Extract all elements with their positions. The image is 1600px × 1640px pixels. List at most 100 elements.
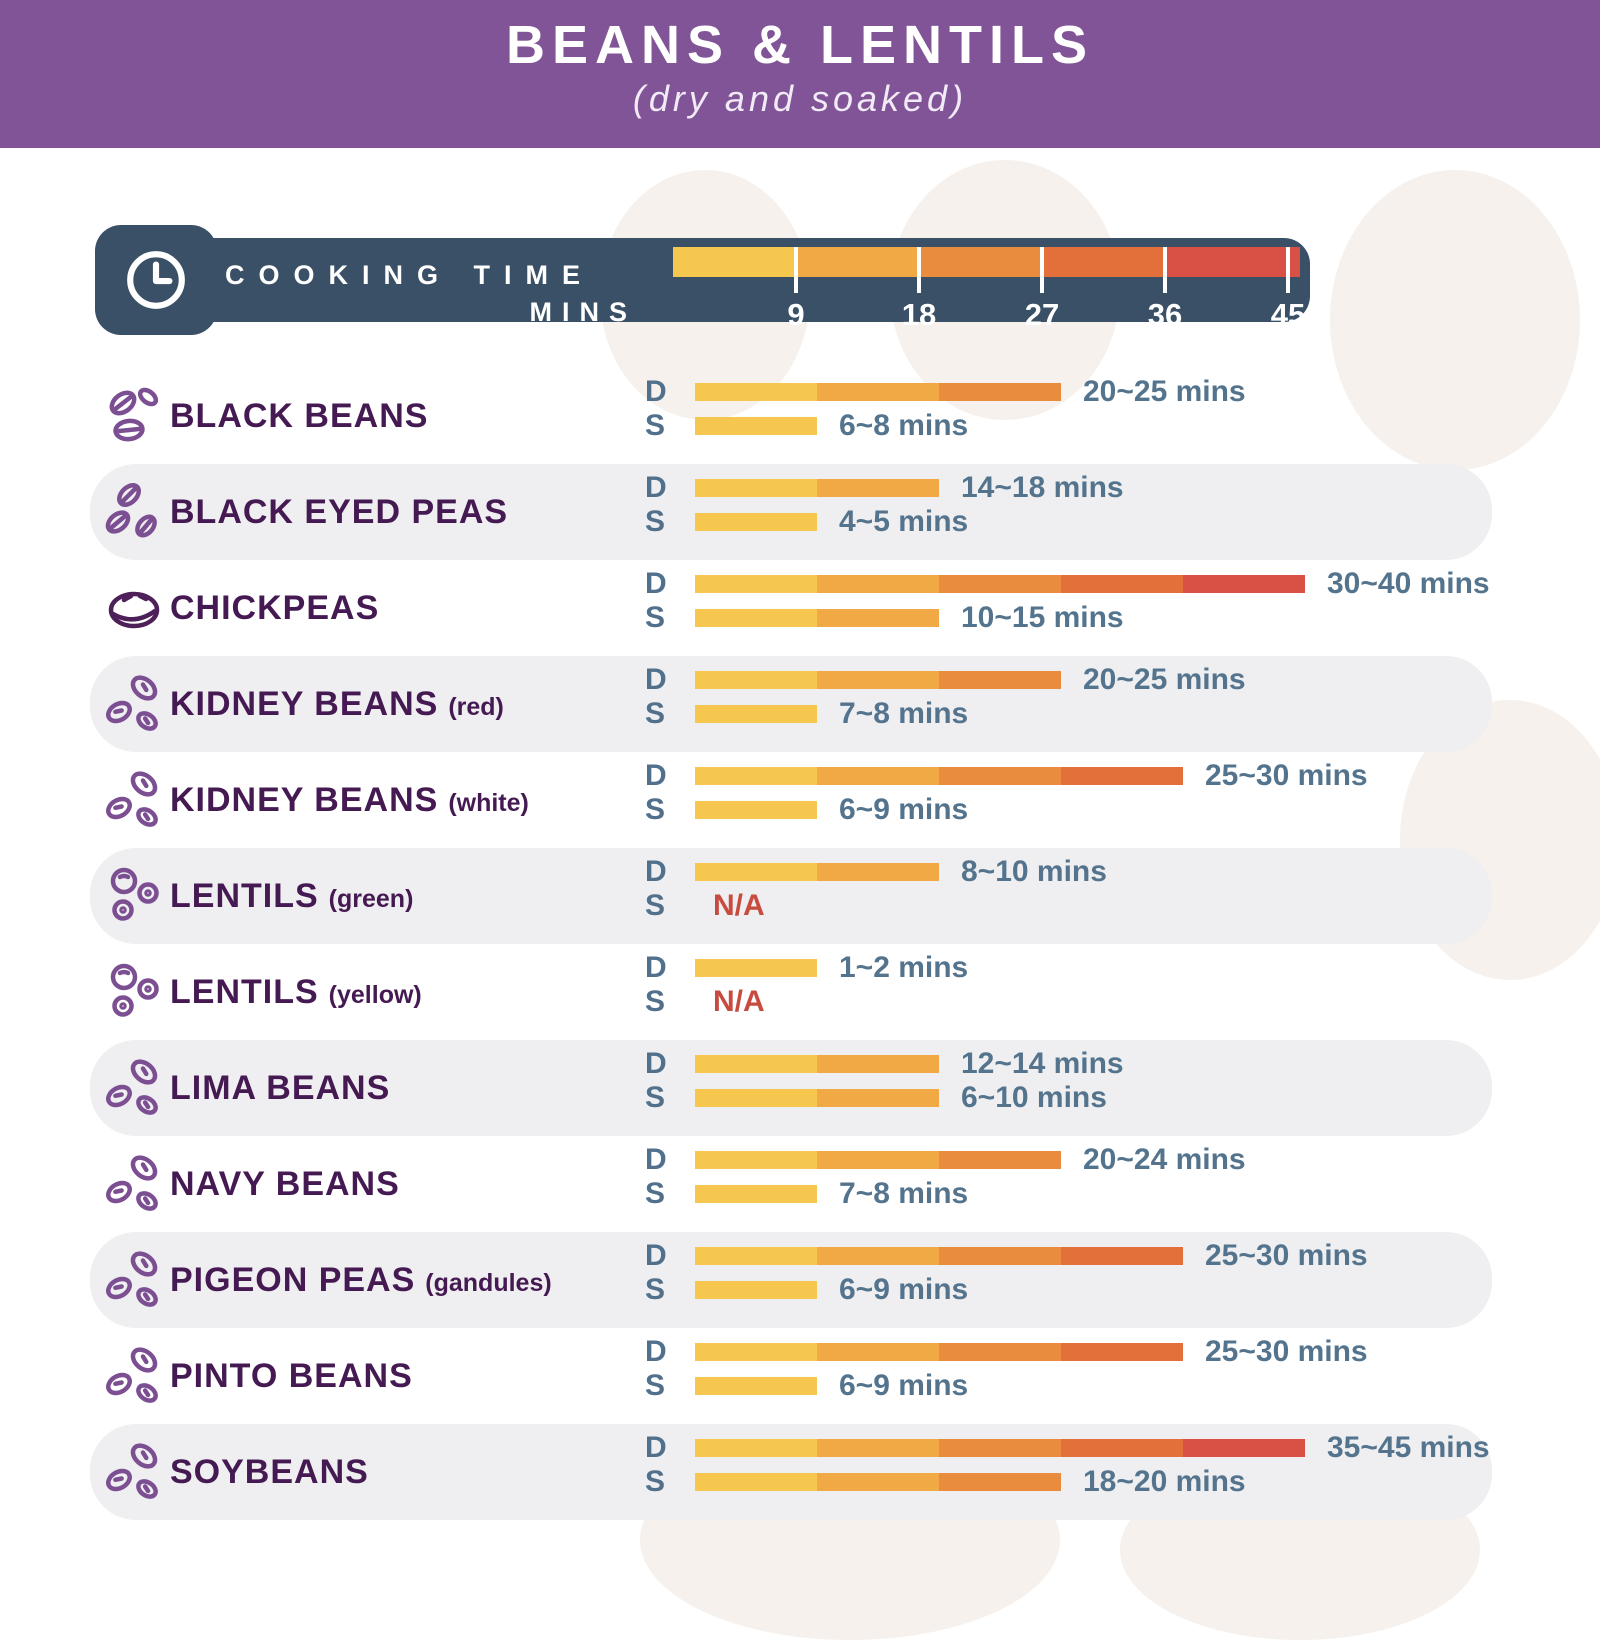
- soaked-letter: S: [645, 889, 666, 922]
- bar-segment: [695, 1281, 817, 1299]
- dry-time-label: 25~30 mins: [1205, 1335, 1368, 1368]
- black-beans-icon: [102, 384, 166, 448]
- time-scale-gradient: [673, 247, 1300, 277]
- bar-segment: [695, 959, 817, 977]
- soaked-bar: [695, 801, 817, 819]
- bar-segment: [817, 671, 939, 689]
- kidney-beans-icon: [102, 672, 166, 736]
- axis-tick: [1040, 247, 1044, 293]
- bar-segment: [695, 575, 817, 593]
- soybeans-icon: [102, 1440, 166, 1504]
- dry-letter: D: [645, 375, 667, 408]
- dry-bar: [695, 863, 939, 881]
- dry-bar: [695, 479, 939, 497]
- scale-segment: [1042, 247, 1165, 277]
- bar-segment: [939, 575, 1061, 593]
- soaked-time-label: 18~20 mins: [1083, 1465, 1246, 1498]
- bean-label: LENTILS (yellow): [170, 944, 422, 1040]
- soaked-bar-line: S 6~9 mins: [645, 1369, 968, 1402]
- dry-letter: D: [645, 855, 667, 888]
- dry-bar: [695, 1343, 1183, 1361]
- dry-bar: [695, 1151, 1061, 1169]
- bean-label: SOYBEANS: [170, 1424, 369, 1520]
- soaked-bar: [695, 1089, 939, 1107]
- bean-label: PINTO BEANS: [170, 1328, 413, 1424]
- axis-tick: [794, 247, 798, 293]
- bar-segment: [1183, 1439, 1305, 1457]
- dry-time-label: 35~45 mins: [1327, 1431, 1490, 1464]
- bar-segment: [939, 1151, 1061, 1169]
- soaked-time-label: 6~9 mins: [839, 1369, 969, 1402]
- bean-label: KIDNEY BEANS (white): [170, 752, 529, 848]
- bar-segment: [817, 1055, 939, 1073]
- bar-segment: [695, 705, 817, 723]
- chickpeas-icon: [102, 576, 166, 640]
- page-title: BEANS & LENTILS: [505, 15, 1095, 75]
- soaked-time-label: N/A: [713, 889, 765, 922]
- dry-bar-line: D 12~14 mins: [645, 1047, 1124, 1080]
- soaked-letter: S: [645, 409, 666, 442]
- axis-tick-label: 36: [1147, 297, 1183, 332]
- bar-segment: [1061, 1247, 1183, 1265]
- legend-label: COOKING TIME: [225, 260, 594, 290]
- soaked-bar-line: S 6~10 mins: [645, 1081, 1107, 1114]
- soaked-bar-line: S 6~9 mins: [645, 793, 968, 826]
- dry-time-label: 25~30 mins: [1205, 1239, 1368, 1272]
- soaked-bar: [695, 1281, 817, 1299]
- soaked-time-label: 6~9 mins: [839, 793, 969, 826]
- bar-segment: [695, 417, 817, 435]
- soaked-bar: [695, 1377, 817, 1395]
- soaked-bar: [695, 609, 939, 627]
- bean-name: BLACK BEANS: [170, 396, 429, 435]
- dry-bar-line: D 20~25 mins: [645, 375, 1246, 408]
- bar-segment: [695, 671, 817, 689]
- soaked-letter: S: [645, 697, 666, 730]
- axis-tick: [1163, 247, 1167, 293]
- lentils-icon: [102, 864, 166, 928]
- bar-segment: [1061, 575, 1183, 593]
- dry-time-label: 20~24 mins: [1083, 1143, 1246, 1176]
- bean-name: CHICKPEAS: [170, 588, 380, 627]
- soaked-time-label: 7~8 mins: [839, 1177, 969, 1210]
- row-navy-beans: NAVY BEANS D 20~24 mins S 7~8 mins: [90, 1136, 1492, 1232]
- dry-time-label: 20~25 mins: [1083, 663, 1246, 696]
- bar-segment: [1183, 575, 1305, 593]
- page-header: BEANS & LENTILS (dry and soaked): [0, 0, 1600, 148]
- pinto-beans-icon: [102, 1344, 166, 1408]
- bean-label: PIGEON PEAS (gandules): [170, 1232, 552, 1328]
- dry-bar: [695, 959, 817, 977]
- soaked-bar-line: S 6~8 mins: [645, 409, 968, 442]
- axis-tick: [1286, 247, 1290, 293]
- dry-time-label: 30~40 mins: [1327, 567, 1490, 600]
- dry-time-label: 1~2 mins: [839, 951, 969, 984]
- soaked-bar: [695, 417, 817, 435]
- bar-segment: [695, 1377, 817, 1395]
- dry-bar: [695, 575, 1305, 593]
- clock-badge: [95, 225, 217, 335]
- soaked-bar-line: S N/A: [645, 985, 765, 1018]
- dry-letter: D: [645, 1335, 667, 1368]
- soaked-time-label: 6~10 mins: [961, 1081, 1107, 1114]
- bar-segment: [1061, 1439, 1183, 1457]
- bar-segment: [695, 1439, 817, 1457]
- clock-icon: [127, 251, 185, 309]
- bean-label: CHICKPEAS: [170, 560, 379, 656]
- bar-segment: [817, 1247, 939, 1265]
- soaked-bar-line: S 18~20 mins: [645, 1465, 1246, 1498]
- soaked-letter: S: [645, 505, 666, 538]
- axis-tick-label: 27: [1024, 297, 1060, 332]
- bar-segment: [695, 1055, 817, 1073]
- bean-name: LENTILS: [170, 972, 319, 1011]
- bar-segment: [817, 609, 939, 627]
- bean-qualifier: (white): [448, 788, 529, 817]
- row-soybeans: SOYBEANS D 35~45 mins S 18~20 mins: [90, 1424, 1492, 1520]
- bean-name: KIDNEY BEANS: [170, 780, 439, 819]
- lima-beans-icon: [102, 1056, 166, 1120]
- bar-segment: [695, 609, 817, 627]
- dry-letter: D: [645, 1143, 667, 1176]
- bean-label: LENTILS (green): [170, 848, 413, 944]
- bean-label: KIDNEY BEANS (red): [170, 656, 504, 752]
- scale-segment: [919, 247, 1042, 277]
- bar-segment: [817, 1439, 939, 1457]
- soaked-letter: S: [645, 1081, 666, 1114]
